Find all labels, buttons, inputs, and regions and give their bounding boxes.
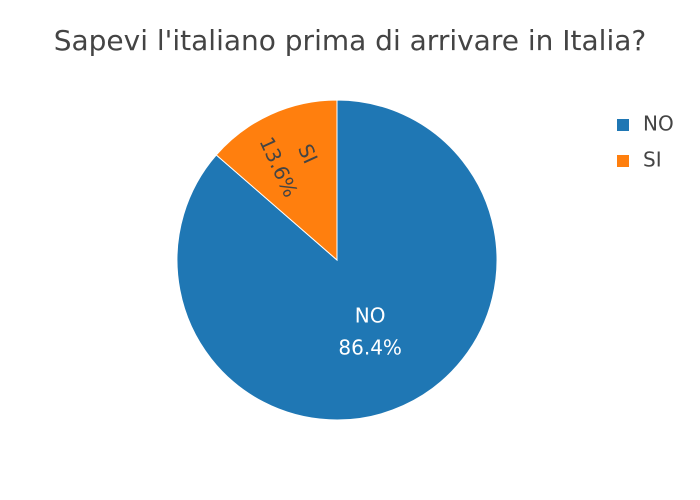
slice-label: NO 86.4%: [338, 303, 402, 359]
legend-label: NO: [643, 112, 674, 136]
legend-label: SI: [643, 148, 662, 172]
pie-slice: [215, 99, 338, 262]
slice-category: NO: [355, 303, 386, 327]
chart-title: Sapevi l'italiano prima di arrivare in I…: [54, 24, 647, 57]
slice-percent: 86.4%: [338, 335, 402, 359]
legend-swatch: [617, 155, 629, 167]
legend-swatch: [617, 119, 629, 131]
